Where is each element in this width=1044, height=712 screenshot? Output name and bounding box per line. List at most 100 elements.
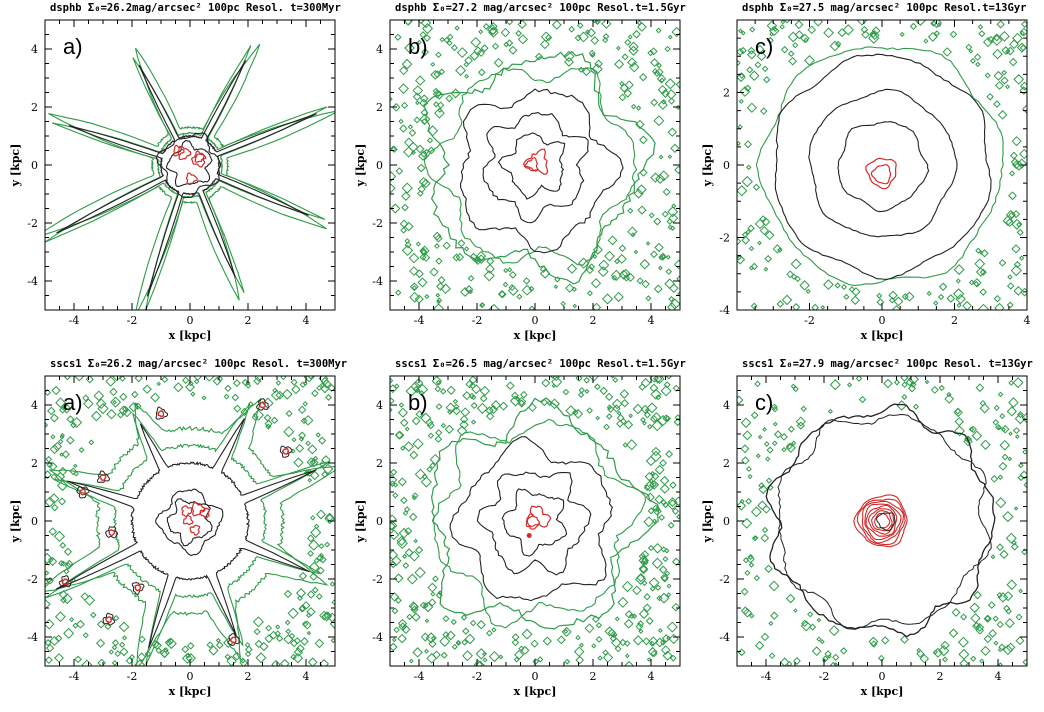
noise-contour [990, 554, 996, 560]
noise-contour [980, 249, 989, 258]
noise-contour [112, 376, 122, 382]
noise-contour [645, 617, 654, 625]
noise-contour [651, 412, 662, 423]
noise-contour [430, 591, 436, 597]
noise-contour [564, 57, 574, 67]
noise-contour [290, 639, 299, 648]
noise-contour [66, 415, 75, 424]
noise-contour [290, 378, 298, 386]
noise-contour [469, 252, 478, 261]
noise-contour [660, 645, 671, 655]
noise-contour [662, 187, 671, 196]
noise-contour [834, 282, 841, 289]
noise-contour [430, 635, 436, 641]
noise-contour [291, 384, 301, 395]
noise-contour [404, 241, 412, 249]
noise-contour [391, 637, 397, 643]
noise-contour [511, 638, 520, 647]
noise-contour [252, 616, 264, 628]
y-tick-label: 2 [723, 87, 730, 100]
noise-contour [493, 57, 504, 68]
noise-contour [987, 35, 995, 44]
noise-contour [509, 395, 522, 407]
mid-contour [449, 436, 613, 602]
noise-contour [759, 226, 770, 236]
mid-contour [256, 398, 269, 411]
noise-contour [508, 45, 518, 55]
noise-contour [664, 278, 675, 290]
noise-contour [994, 302, 1005, 310]
noise-contour [850, 295, 860, 305]
noise-contour [442, 241, 451, 250]
noise-contour [655, 173, 666, 184]
noise-contour [962, 300, 972, 310]
noise-contour [673, 496, 680, 507]
noise-contour [517, 20, 527, 29]
noise-contour [485, 412, 495, 421]
noise-contour [984, 615, 991, 622]
noise-contour [408, 512, 418, 522]
noise-contour [432, 650, 441, 660]
noise-contour [520, 390, 528, 399]
noise-contour [413, 538, 418, 544]
noise-contour [655, 67, 664, 77]
noise-contour [88, 439, 95, 446]
noise-contour [307, 477, 313, 483]
noise-contour [953, 264, 965, 276]
noise-contour [666, 218, 673, 225]
x-tick-label: -2 [472, 314, 483, 327]
noise-contour [637, 620, 645, 628]
noise-contour [397, 618, 408, 629]
noise-contour [58, 406, 67, 414]
noise-contour [53, 530, 66, 543]
noise-contour [464, 285, 474, 294]
noise-contour [417, 277, 428, 288]
noise-contour [942, 47, 952, 57]
noise-contour [993, 404, 1000, 411]
noise-contour [109, 396, 122, 408]
noise-contour [415, 144, 425, 154]
noise-contour [653, 284, 663, 294]
noise-contour [84, 594, 96, 606]
noise-contour [560, 300, 566, 307]
inner-contour [185, 172, 198, 185]
noise-contour [643, 516, 655, 528]
inner-contour [874, 513, 891, 529]
noise-contour [888, 296, 896, 304]
noise-contour [411, 492, 419, 500]
noise-contour [793, 608, 798, 613]
noise-contour [651, 446, 661, 457]
noise-contour [150, 392, 161, 403]
noise-contour [390, 96, 393, 102]
noise-contour [446, 33, 454, 41]
outer-contour [45, 397, 335, 666]
noise-contour [602, 37, 609, 44]
noise-contour [419, 601, 427, 609]
inner-contour [868, 508, 895, 535]
noise-contour [433, 107, 445, 119]
y-tick-label: -2 [719, 232, 730, 245]
contour-panel-dsphb-13gyr: -2 0 2 4 -4 -2 0 2 x [kpc] y [kpc] c) [701, 19, 1031, 342]
noise-contour [638, 383, 646, 391]
noise-contour [595, 622, 603, 629]
noise-contour [979, 658, 985, 664]
noise-contour [325, 393, 333, 401]
noise-contour [610, 269, 622, 281]
noise-contour [48, 556, 54, 563]
noise-contour [399, 124, 408, 133]
noise-contour [641, 557, 649, 565]
y-tick-label: -2 [372, 217, 383, 230]
noise-contour [1021, 20, 1027, 28]
noise-contour [602, 293, 614, 305]
noise-contour [193, 376, 202, 381]
noise-contour [900, 376, 909, 382]
x-tick-label: 0 [532, 670, 539, 683]
noise-contour [796, 421, 805, 430]
noise-contour [738, 72, 745, 79]
noise-contour [628, 413, 633, 419]
inner-contour [99, 474, 107, 481]
noise-contour [477, 48, 486, 57]
inner-contour [523, 157, 539, 172]
noise-contour [633, 249, 639, 255]
noise-contour [970, 613, 981, 624]
